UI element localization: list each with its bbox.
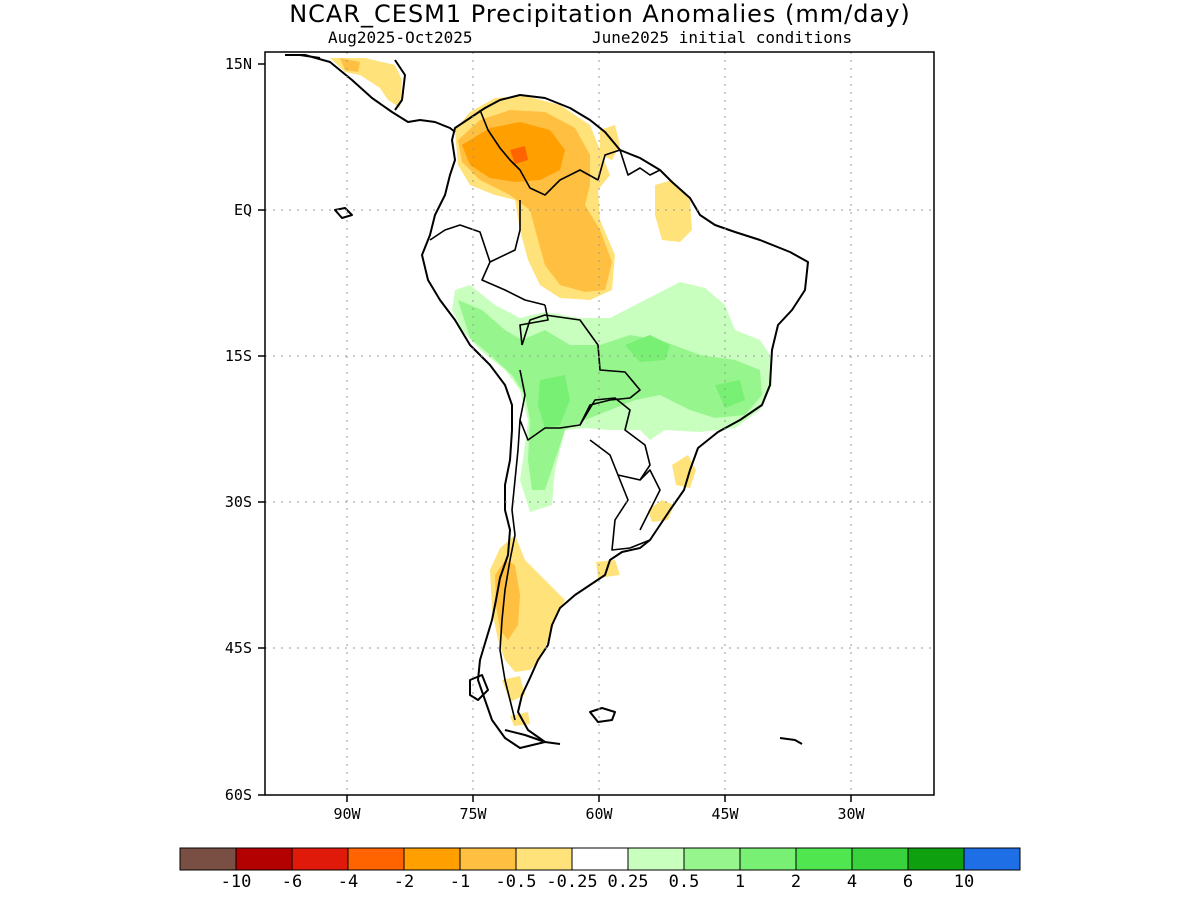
- anomaly-brazil-wet-core-2: [538, 375, 570, 428]
- colorbar-label: 6: [902, 872, 914, 892]
- colorbar-swatch: [851, 847, 909, 871]
- colorbar-label: 0.25: [607, 872, 649, 892]
- map-title: NCAR_CESM1 Precipitation Anomalies (mm/d…: [289, 0, 911, 28]
- tierra-del-fuego-islands: [469, 674, 489, 701]
- lat-label: 15N: [225, 55, 252, 73]
- border-bolivia: [519, 314, 641, 441]
- anomaly-southern-tip-dry: [502, 676, 525, 702]
- colorbar-swatch: [347, 847, 405, 871]
- colorbar-label: -10: [220, 872, 252, 892]
- border-argentina-chile: [499, 419, 521, 721]
- colorbar-label: 4: [846, 872, 858, 892]
- central-america-coastline: [285, 54, 456, 133]
- border-peru-brazil: [519, 304, 549, 346]
- anomaly-brazil-wet-core-3: [715, 380, 745, 408]
- colorbar-swatch: [739, 847, 797, 871]
- colorbar-label: 2: [790, 872, 802, 892]
- border-paraguay: [579, 397, 651, 481]
- colorbar-label: 1: [734, 872, 746, 892]
- south-america-coastline: [421, 94, 809, 749]
- colorbar: [179, 847, 1021, 871]
- border-colombia-brazil-peru: [481, 200, 546, 306]
- colorbar-label: -0.25: [546, 872, 598, 892]
- colorbar-label: -4: [337, 872, 359, 892]
- colorbar-label: -6: [281, 872, 303, 892]
- anomaly-central-america-dry-2: [340, 58, 360, 72]
- galapagos: [334, 207, 353, 219]
- border-colombia-venezuela: [479, 109, 599, 196]
- latitude-labels: 15N EQ 15S 30S 45S 60S: [225, 55, 252, 804]
- lat-label: 45S: [225, 639, 252, 657]
- colorbar-swatch: [179, 847, 237, 871]
- colorbar-swatch: [515, 847, 573, 871]
- anomaly-uruguay-dry: [648, 500, 674, 522]
- anomaly-south-brazil-dry: [672, 455, 696, 488]
- season-subtitle: Aug2025-Oct2025: [328, 28, 473, 47]
- lat-label: 60S: [225, 786, 252, 804]
- lon-label: 75W: [459, 805, 487, 823]
- tierra-del-fuego: [504, 729, 561, 745]
- anomaly-tierra-dry: [510, 712, 530, 726]
- country-borders: [429, 109, 661, 721]
- anomaly-central-america-dry: [330, 58, 402, 108]
- border-guianas: [597, 149, 661, 181]
- initial-conditions-subtitle: June2025 initial conditions: [592, 28, 853, 47]
- colorbar-swatch: [571, 847, 629, 871]
- falklands: [589, 707, 616, 723]
- colorbar-swatch: [627, 847, 685, 871]
- lat-label: 30S: [225, 493, 252, 511]
- lat-label: EQ: [234, 201, 252, 219]
- anomaly-amapa-dry: [655, 180, 692, 242]
- colorbar-swatch: [291, 847, 349, 871]
- lon-label: 90W: [333, 805, 361, 823]
- colorbar-swatch: [403, 847, 461, 871]
- anomaly-brazil-wet-mid: [458, 300, 762, 490]
- longitude-labels: 90W 75W 60W 45W 30W: [333, 805, 865, 823]
- colorbar-label: -2: [393, 872, 415, 892]
- lon-label: 45W: [711, 805, 739, 823]
- colorbar-swatch: [235, 847, 293, 871]
- lon-label: 60W: [585, 805, 613, 823]
- colorbar-label: -1: [449, 872, 471, 892]
- colorbar-swatch: [795, 847, 853, 871]
- colorbar-swatch: [459, 847, 517, 871]
- border-argentina-brazil-uruguay: [611, 469, 661, 551]
- colorbar-swatch: [907, 847, 965, 871]
- anomaly-brazil-wet-core-1: [625, 335, 670, 362]
- lat-label: 15S: [225, 347, 252, 365]
- colorbar-swatch: [683, 847, 741, 871]
- colorbar-label: 10: [953, 872, 975, 892]
- anomaly-north-sa-dry-peak: [510, 146, 528, 164]
- coastlines: [285, 54, 809, 749]
- colorbar-label: 0.5: [668, 872, 700, 892]
- anomaly-shading: [330, 58, 772, 726]
- border-ecuador: [429, 224, 491, 263]
- south-georgia: [779, 737, 803, 745]
- lon-label: 30W: [837, 805, 865, 823]
- axis-ticks: [258, 63, 852, 802]
- colorbar-label: -0.5: [495, 872, 537, 892]
- colorbar-swatch: [963, 847, 1021, 871]
